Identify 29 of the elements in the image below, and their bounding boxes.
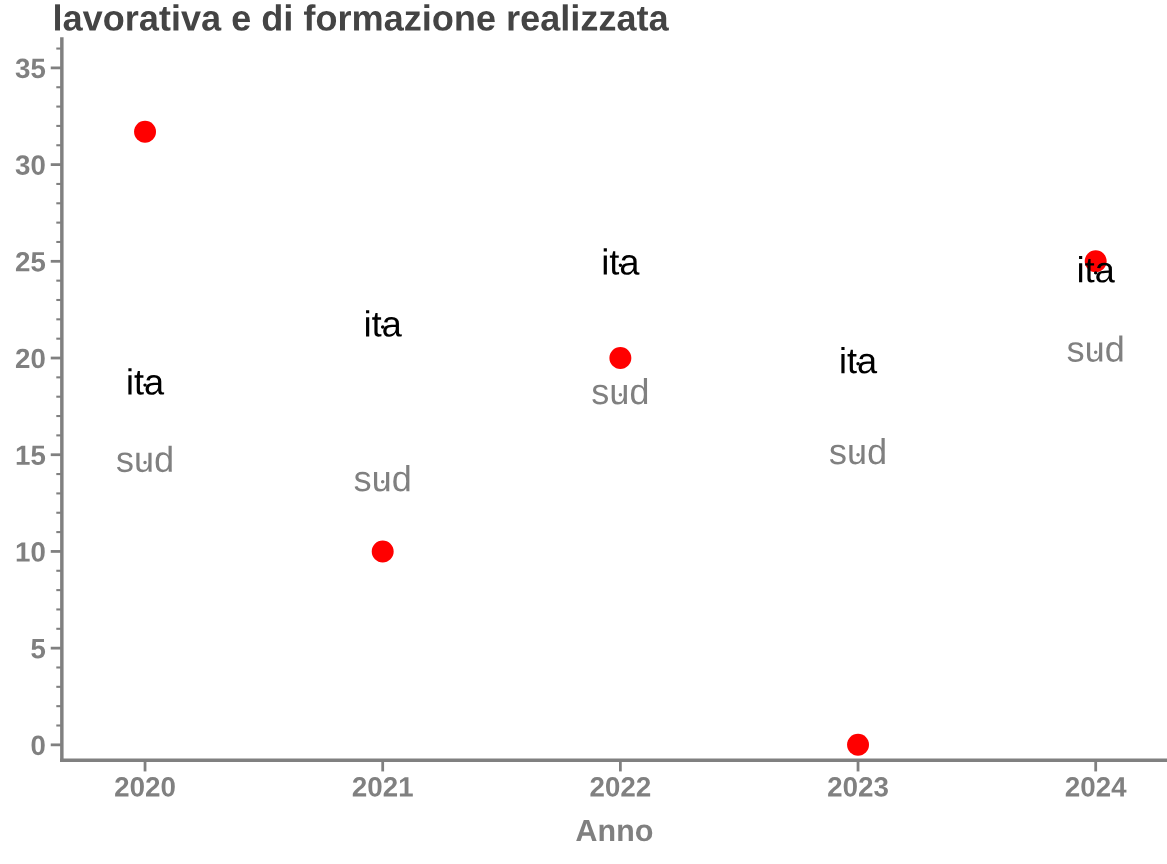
x-axis-title: Anno: [576, 819, 653, 842]
text: sud: [116, 445, 172, 473]
text: sud: [829, 437, 885, 465]
y-tick-label: 20: [15, 348, 45, 369]
y-tick-label: 5: [31, 639, 46, 659]
point: [371, 540, 394, 563]
y-tick-label: 0: [31, 735, 45, 756]
text: sud: [592, 377, 648, 405]
y-tick-label: 30: [15, 155, 45, 175]
point: [847, 733, 870, 756]
text: sud: [1067, 335, 1123, 362]
x-tick-label: 2021: [352, 777, 413, 797]
series-label: sud: [354, 464, 410, 492]
text: ita: [1079, 256, 1115, 283]
x-tick-label: 2020: [115, 777, 175, 797]
y-tick-label: 15: [16, 445, 46, 466]
x-tick-label: 2024: [1065, 777, 1127, 797]
y-tick-label: 10: [16, 542, 45, 562]
text: ita: [366, 310, 402, 337]
y-tick-label: 25: [15, 251, 46, 272]
x-tick-label: 2022: [590, 777, 651, 797]
point: [134, 120, 157, 143]
y-tick-label: 35: [15, 58, 46, 79]
x-tick-label: 2023: [828, 777, 888, 797]
chart-title: lavorativa e di formazione realizzata: [55, 4, 669, 31]
text: ita: [603, 248, 640, 275]
text: ita: [841, 346, 878, 374]
point: [609, 347, 632, 369]
series-label: ita: [128, 368, 165, 395]
